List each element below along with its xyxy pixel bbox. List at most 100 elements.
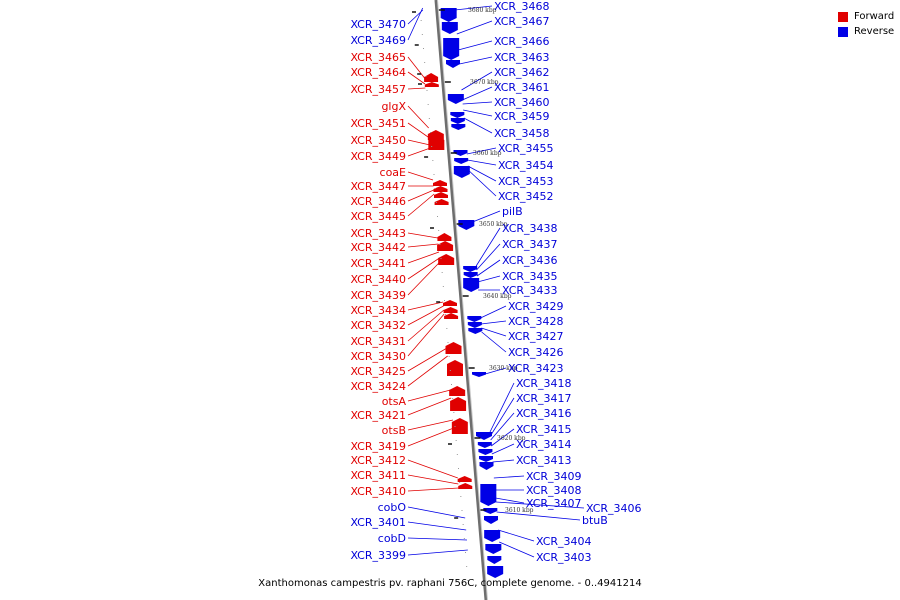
gene-label[interactable]: XCR_3403 <box>536 551 592 564</box>
forward-gene-feature <box>433 180 447 186</box>
gene-label[interactable]: btuB <box>582 514 608 527</box>
forward-gene-feature <box>457 476 472 482</box>
gene-label[interactable]: XCR_3421 <box>350 409 406 422</box>
leader-line <box>489 382 515 433</box>
gene-label[interactable]: XCR_3468 <box>494 0 550 13</box>
gene-label[interactable]: XCR_3415 <box>516 423 572 436</box>
gene-label[interactable]: XCR_3434 <box>350 304 406 317</box>
scale-dot <box>427 104 429 105</box>
leader-line <box>407 147 431 157</box>
gene-label[interactable]: XCR_3411 <box>350 469 406 482</box>
gene-label[interactable]: XCR_3416 <box>516 407 572 420</box>
gene-label[interactable]: XCR_3450 <box>350 134 406 147</box>
gene-label[interactable]: XCR_3412 <box>350 454 406 467</box>
scale-dot <box>455 440 457 441</box>
gene-label[interactable]: XCR_3466 <box>494 35 550 48</box>
gene-label[interactable]: pilB <box>502 205 523 218</box>
gene-label[interactable]: XCR_3451 <box>350 117 406 130</box>
gene-label[interactable]: XCR_3452 <box>498 190 554 203</box>
scale-dot <box>438 230 440 231</box>
gene-label[interactable]: XCR_3407 <box>526 497 582 510</box>
gene-label[interactable]: XCR_3414 <box>516 438 572 451</box>
leader-line <box>462 101 493 105</box>
reverse-gene-feature <box>480 484 497 506</box>
gene-label[interactable]: XCR_3406 <box>586 502 642 515</box>
gene-label[interactable]: XCR_3455 <box>498 142 554 155</box>
leader-line <box>475 227 501 267</box>
gene-label[interactable]: XCR_3449 <box>350 150 406 163</box>
scale-dot <box>424 62 426 63</box>
gene-label[interactable]: cobO <box>378 501 407 514</box>
gene-label[interactable]: XCR_3446 <box>350 195 406 208</box>
reverse-gene-feature <box>472 372 486 377</box>
gene-label[interactable]: XCR_3457 <box>350 83 406 96</box>
gene-label[interactable]: XCR_3408 <box>526 484 582 497</box>
scale-dot <box>459 482 461 483</box>
reverse-gene-feature <box>479 456 493 462</box>
gene-label[interactable]: XCR_3418 <box>516 377 572 390</box>
gene-label[interactable]: XCR_3409 <box>526 470 582 483</box>
gene-label[interactable]: otsA <box>382 395 407 408</box>
gene-label[interactable]: XCR_3429 <box>508 300 564 313</box>
gene-label[interactable]: XCR_3460 <box>494 96 550 109</box>
gene-label[interactable]: XCR_3428 <box>508 315 564 328</box>
forward-gene-feature <box>447 360 463 376</box>
gene-label[interactable]: XCR_3453 <box>498 175 554 188</box>
gene-label[interactable]: XCR_3432 <box>350 319 406 332</box>
gene-label[interactable]: XCR_3443 <box>350 227 406 240</box>
gene-label[interactable]: XCR_3413 <box>516 454 572 467</box>
gene-label[interactable]: XCR_3431 <box>350 335 406 348</box>
gene-label[interactable]: XCR_3437 <box>502 238 558 251</box>
gene-label[interactable]: XCR_3470 <box>350 18 406 31</box>
forward-gene-feature <box>451 418 468 434</box>
reverse-gene-feature <box>484 530 501 542</box>
leader-line <box>495 497 525 504</box>
leader-line <box>481 327 507 337</box>
gene-label[interactable]: XCR_3465 <box>350 51 406 64</box>
reverse-gene-feature <box>450 112 465 118</box>
gene-label[interactable]: coaE <box>380 166 407 179</box>
legend-reverse-swatch <box>838 26 848 37</box>
leader-line <box>407 243 439 248</box>
gene-label[interactable]: glgX <box>381 100 406 113</box>
gene-label[interactable]: XCR_3425 <box>350 365 406 378</box>
gene-label[interactable]: XCR_3401 <box>350 516 406 529</box>
gene-label[interactable]: XCR_3442 <box>350 241 406 254</box>
gene-label[interactable]: XCR_3458 <box>494 127 550 140</box>
gene-label[interactable]: XCR_3438 <box>502 222 558 235</box>
leader-line <box>407 549 468 556</box>
gene-label[interactable]: XCR_3464 <box>350 66 406 79</box>
gene-label[interactable]: XCR_3433 <box>502 284 558 297</box>
scale-dot <box>458 468 459 469</box>
gene-label[interactable]: XCR_3419 <box>350 440 406 453</box>
gene-label[interactable]: XCR_3399 <box>350 549 406 562</box>
gene-label[interactable]: XCR_3417 <box>516 392 572 405</box>
gene-label[interactable]: XCR_3410 <box>350 485 406 498</box>
gene-label[interactable]: XCR_3439 <box>350 289 406 302</box>
gene-label[interactable]: XCR_3454 <box>498 159 554 172</box>
gene-label[interactable]: XCR_3436 <box>502 254 558 267</box>
gene-label[interactable]: XCR_3461 <box>494 81 550 94</box>
gene-label[interactable]: XCR_3459 <box>494 110 550 123</box>
gene-label[interactable]: XCR_3424 <box>350 380 406 393</box>
legend-forward-swatch <box>838 11 848 22</box>
gene-label[interactable]: XCR_3445 <box>350 210 406 223</box>
gene-label[interactable]: XCR_3441 <box>350 257 406 270</box>
tick-label: 3630 kbp <box>489 365 518 372</box>
gene-label[interactable]: XCR_3435 <box>502 270 558 283</box>
gene-label[interactable]: XCR_3469 <box>350 34 406 47</box>
gene-label[interactable]: XCR_3430 <box>350 350 406 363</box>
map-caption: Xanthomonas campestris pv. raphani 756C,… <box>258 578 642 589</box>
gene-label[interactable]: XCR_3404 <box>536 535 592 548</box>
scale-dot <box>467 580 469 581</box>
gene-label[interactable]: XCR_3462 <box>494 66 550 79</box>
gene-label[interactable]: XCR_3426 <box>508 346 564 359</box>
gene-label[interactable]: XCR_3440 <box>350 273 406 286</box>
gene-label[interactable]: otsB <box>382 424 406 437</box>
gene-label[interactable]: cobD <box>378 532 406 545</box>
gene-label[interactable]: XCR_3463 <box>494 51 550 64</box>
gene-label[interactable]: XCR_3427 <box>508 330 564 343</box>
gene-label[interactable]: XCR_3447 <box>350 180 406 193</box>
gene-label[interactable]: XCR_3467 <box>494 15 550 28</box>
gene-label[interactable]: XCR_3423 <box>508 362 564 375</box>
